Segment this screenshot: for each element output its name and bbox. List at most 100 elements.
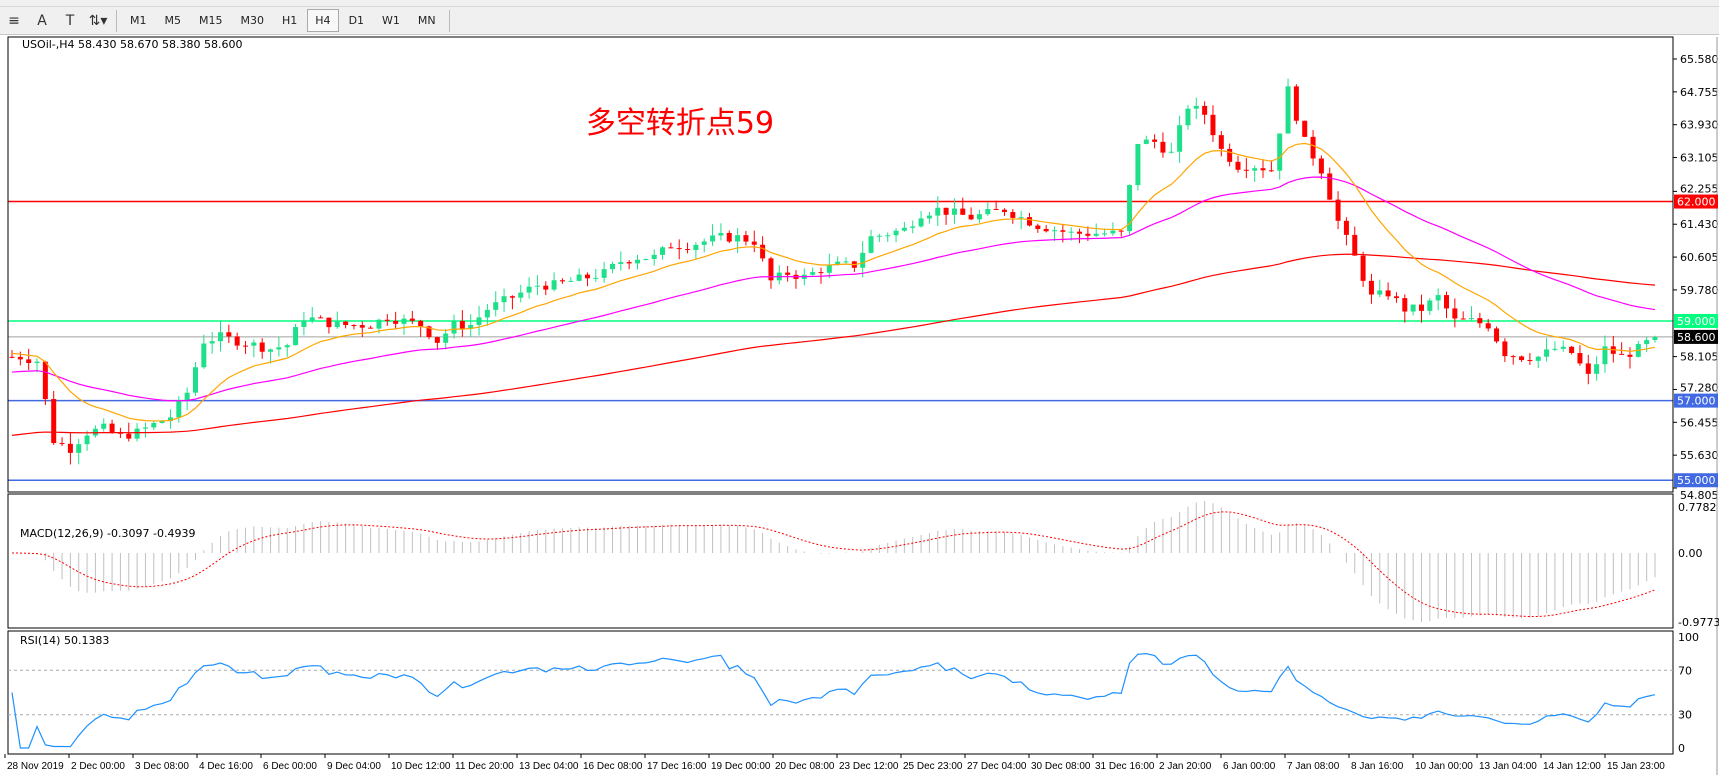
candle-body — [1202, 105, 1208, 115]
chart-annotation[interactable]: 多空转折点59 — [586, 106, 774, 141]
price-axis-label: 55.630 — [1680, 449, 1719, 462]
candle-body — [1135, 143, 1141, 186]
candle-body — [343, 321, 349, 326]
candle-body — [259, 342, 265, 352]
candle-body — [1577, 352, 1583, 364]
candle-body — [176, 400, 182, 418]
candle-body — [1652, 336, 1658, 341]
timeframe-w1[interactable]: W1 — [382, 14, 400, 27]
candle-body — [751, 241, 757, 245]
candle-body — [1227, 148, 1233, 162]
candle-body — [1327, 173, 1333, 200]
candle-body — [1302, 120, 1308, 137]
text-icon[interactable]: A — [37, 12, 47, 29]
timeframe-d1[interactable]: D1 — [348, 14, 365, 27]
candle-body — [676, 248, 682, 250]
candle-body — [209, 341, 215, 344]
candle-body — [293, 326, 299, 346]
candle-body — [1519, 356, 1525, 361]
candle-body — [284, 345, 290, 348]
time-axis-label: 30 Dec 08:00 — [1031, 761, 1091, 772]
time-axis-label: 6 Dec 00:00 — [263, 761, 317, 772]
candle-body — [943, 207, 949, 215]
candle-body — [126, 433, 132, 439]
rsi-axis-label: 30 — [1678, 709, 1692, 722]
candle-body — [1569, 346, 1575, 353]
candle-body — [726, 232, 732, 242]
text-label-icon[interactable]: T — [65, 12, 75, 29]
time-axis-label: 3 Dec 08:00 — [135, 761, 189, 772]
candle-body — [951, 208, 957, 215]
candle-body — [710, 235, 716, 242]
candle-body — [1310, 136, 1316, 159]
candle-body — [426, 326, 432, 338]
candle-body — [1368, 280, 1374, 295]
rsi-panel-frame — [7, 630, 1674, 755]
candle-body — [418, 320, 424, 327]
candle-body — [84, 435, 90, 445]
candle-body — [1335, 199, 1341, 221]
candle-body — [1360, 255, 1366, 281]
candle-body — [1143, 139, 1149, 144]
price-axis-label: 63.930 — [1680, 119, 1719, 132]
candle-body — [1402, 298, 1408, 312]
candle-body — [401, 318, 407, 324]
candle-body — [251, 342, 257, 346]
ma-mid-line — [11, 176, 1656, 402]
candle-body — [476, 317, 482, 325]
time-axis-label: 9 Dec 04:00 — [327, 761, 381, 772]
candle-body — [993, 209, 999, 211]
candle-body — [501, 296, 507, 303]
candle-body — [51, 399, 57, 444]
candle-body — [835, 261, 841, 265]
arrows-icon[interactable]: ⇅▾ — [88, 12, 108, 29]
ma-slow-line — [11, 253, 1656, 436]
time-axis-label: 28 Nov 2019 — [7, 761, 64, 772]
toolbar-divider — [448, 9, 450, 32]
level-tag-text: 62.000 — [1677, 196, 1716, 209]
candle-body — [451, 320, 457, 334]
candle-body — [918, 218, 924, 227]
candle-body — [1118, 230, 1124, 232]
candle-body — [142, 427, 148, 429]
candle-body — [893, 230, 899, 236]
candle-body — [1627, 354, 1633, 357]
timeframe-m5[interactable]: M5 — [164, 14, 182, 27]
candle-body — [760, 244, 766, 259]
candle-body — [768, 258, 774, 281]
level-tag-text: 59.000 — [1677, 315, 1716, 328]
timeframe-m1[interactable]: M1 — [130, 14, 147, 27]
timeframe-h4[interactable]: H4 — [307, 9, 339, 32]
candle-body — [526, 286, 532, 293]
timeframe-m30[interactable]: M30 — [240, 14, 265, 27]
candle-body — [192, 367, 198, 393]
candle-body — [568, 280, 574, 282]
time-axis-label: 2 Dec 00:00 — [71, 761, 125, 772]
candle-body — [1485, 323, 1491, 329]
candle-body — [1535, 356, 1541, 361]
time-axis-label: 13 Dec 04:00 — [519, 761, 579, 772]
fibonacci-icon[interactable]: ≡ — [8, 12, 20, 29]
candle-body — [1527, 360, 1533, 362]
candle-body — [59, 443, 65, 445]
candle-body — [1452, 308, 1458, 319]
rsi-line — [11, 653, 1656, 749]
time-axis-label: 23 Dec 12:00 — [839, 761, 899, 772]
timeframe-m15[interactable]: M15 — [199, 14, 223, 27]
timeframe-mn[interactable]: MN — [417, 14, 436, 27]
candle-body — [1068, 231, 1074, 233]
candle-body — [1277, 133, 1283, 171]
candle-body — [635, 259, 641, 264]
price-axis-label: 60.605 — [1680, 251, 1719, 264]
candle-body — [1435, 295, 1441, 301]
timeframe-h1[interactable]: H1 — [282, 14, 298, 27]
main-panel-frame — [7, 36, 1674, 493]
time-axis-label: 20 Dec 08:00 — [775, 761, 835, 772]
candle-body — [1018, 217, 1024, 219]
time-axis-label: 8 Jan 16:00 — [1351, 761, 1404, 772]
price-axis-label: 59.780 — [1680, 284, 1719, 297]
candle-body — [618, 262, 624, 264]
candle-body — [860, 252, 866, 268]
candle-body — [1252, 168, 1258, 171]
